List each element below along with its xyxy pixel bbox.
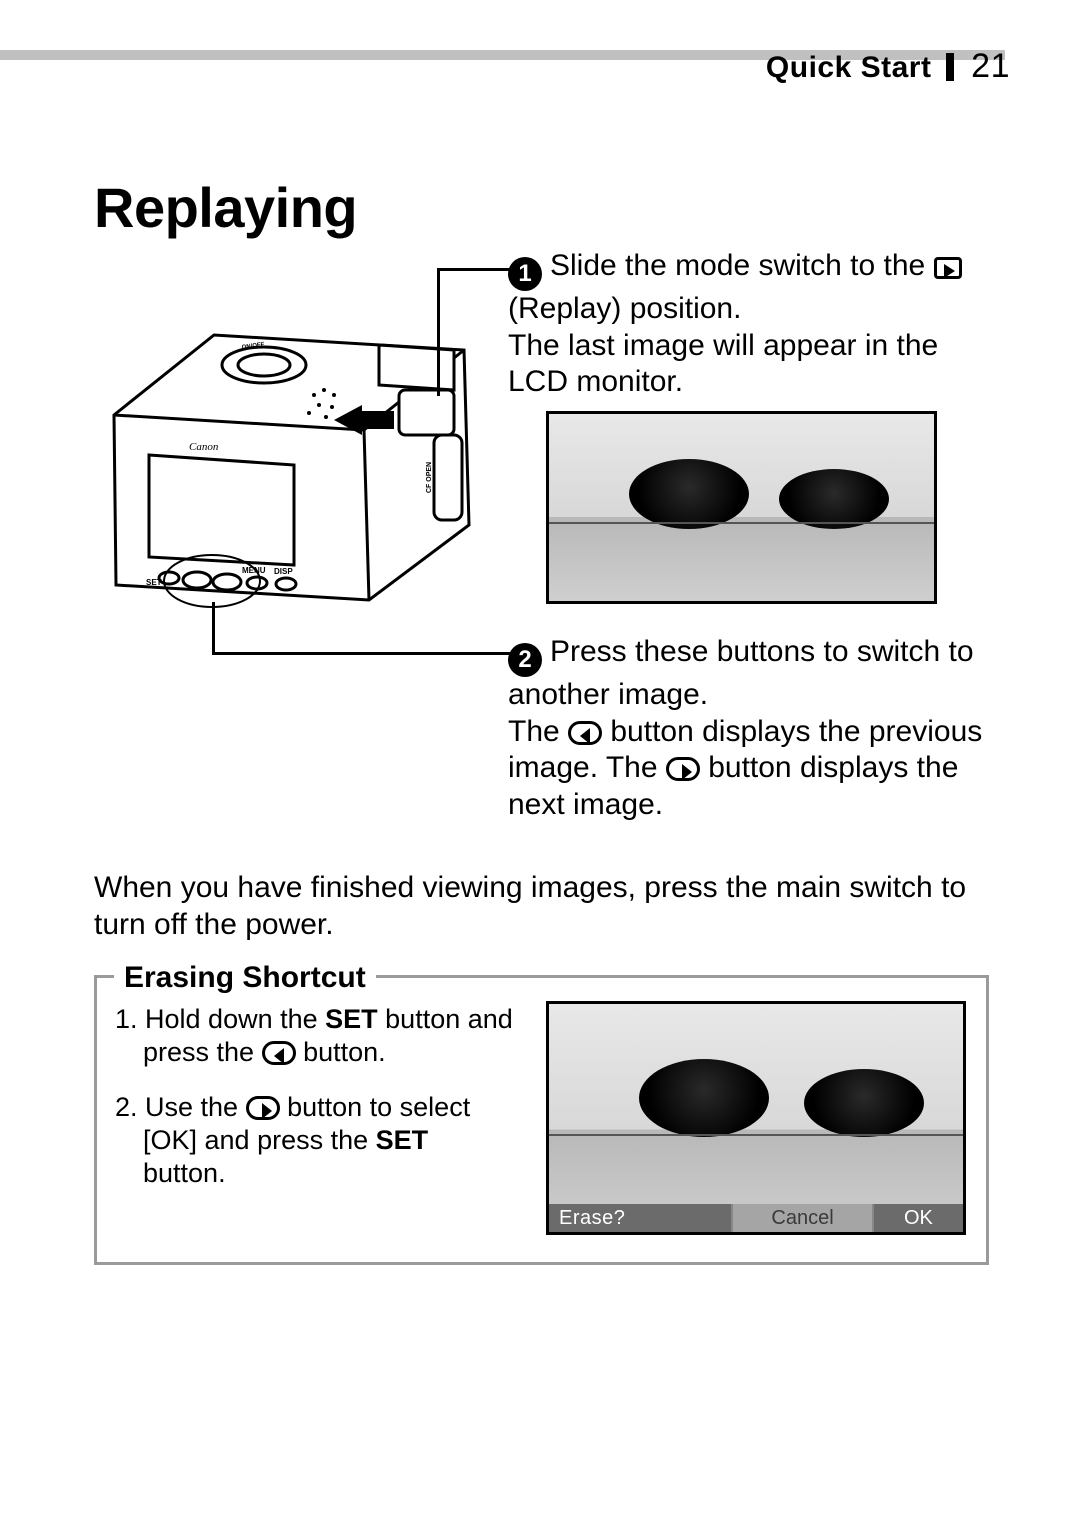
tree-shape <box>629 459 749 529</box>
step-2: 2Press these buttons to switch to anothe… <box>508 634 998 823</box>
tree-shape <box>804 1069 924 1137</box>
camera-svg: Canon MENU DISP SET CF OPEN ON/OFF <box>94 295 489 625</box>
horizon-line <box>549 1134 963 1136</box>
lcd-preview-2: Erase? Cancel OK <box>546 1001 966 1235</box>
leader-line-2v <box>212 602 215 654</box>
erasing-shortcut-list: 1. Hold down the SET button and press th… <box>115 1003 515 1212</box>
shortcut-1-set: SET <box>325 1004 378 1034</box>
shortcut-item-2: 2. Use the button to select [OK] and pre… <box>115 1091 515 1190</box>
lcd-preview-1 <box>546 411 937 604</box>
erasing-shortcut-title: Erasing Shortcut <box>114 961 376 995</box>
section-name: Quick Start <box>766 51 932 84</box>
right-arrow-icon <box>666 757 700 781</box>
step-2-lead: Press these buttons to switch to another… <box>508 635 974 711</box>
step-1-body: The last image will appear in the LCD mo… <box>508 328 988 401</box>
osd-erase-label: Erase? <box>549 1204 731 1232</box>
step-1-bullet: 1 <box>508 257 542 291</box>
camera-menu-label: MENU <box>242 566 266 575</box>
left-arrow-icon <box>568 721 602 745</box>
osd-ok-button[interactable]: OK <box>872 1204 963 1232</box>
right-arrow-icon <box>246 1096 280 1120</box>
camera-set-label: SET <box>146 578 162 587</box>
horizon-line <box>549 522 934 524</box>
leader-line-2h <box>212 652 510 655</box>
step-1-lead-b: (Replay) position. <box>508 292 741 325</box>
step-2-bullet: 2 <box>508 643 542 677</box>
page-title: Replaying <box>94 175 357 240</box>
step-1: 1Slide the mode switch to the (Replay) p… <box>508 248 988 401</box>
osd-bar: Erase? Cancel OK <box>549 1204 963 1232</box>
step-2-body-a: The <box>508 715 568 748</box>
shortcut-1-c: button. <box>296 1037 386 1067</box>
page-number: 21 <box>971 47 1010 85</box>
step-2-body: The button displays the previous image. … <box>508 714 998 824</box>
shortcut-2-a: 2. Use the <box>115 1092 246 1122</box>
shortcut-1-a: 1. Hold down the <box>115 1004 325 1034</box>
header-divider <box>946 53 954 81</box>
camera-cf-label: CF OPEN <box>426 462 433 493</box>
left-arrow-icon <box>262 1041 296 1065</box>
camera-disp-label: DISP <box>274 567 293 576</box>
camera-illustration: Canon MENU DISP SET CF OPEN ON/OFF <box>94 295 489 625</box>
osd-cancel-button[interactable]: Cancel <box>731 1204 872 1232</box>
tree-shape <box>779 469 889 529</box>
leader-line-1h <box>440 268 510 271</box>
shortcut-2-c: button. <box>143 1158 226 1188</box>
leader-line-1v <box>437 268 440 396</box>
manual-page: Quick Start 21 Replaying <box>0 0 1080 1521</box>
tree-shape <box>639 1059 769 1137</box>
replay-icon <box>934 257 962 279</box>
step-1-lead-a: Slide the mode switch to the <box>550 249 934 282</box>
page-header: Quick Start 21 <box>766 47 1010 86</box>
shortcut-2-set: SET <box>376 1125 429 1155</box>
shortcut-item-1: 1. Hold down the SET button and press th… <box>115 1003 515 1069</box>
camera-brand-label: Canon <box>189 441 219 453</box>
closing-text: When you have finished viewing images, p… <box>94 870 989 943</box>
